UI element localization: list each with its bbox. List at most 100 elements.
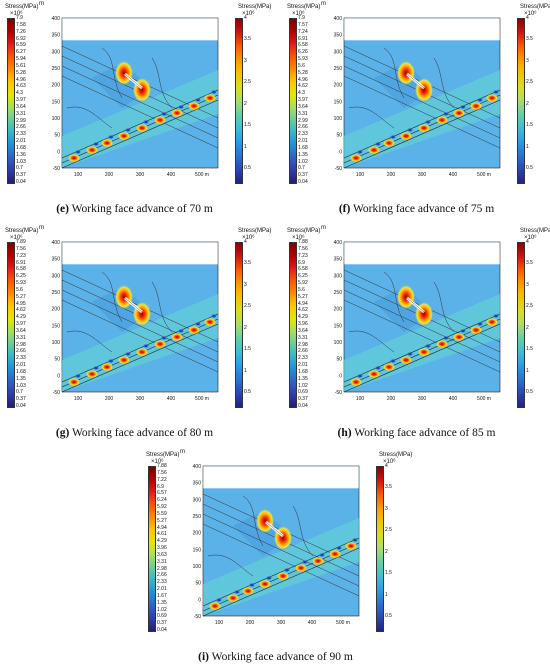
right-colorbar-ticks: 4 3.5 3 2.5 2 1.5 1 0.5 <box>385 464 403 630</box>
y-tick-label: 50 <box>54 133 60 139</box>
stress-concentration <box>436 116 448 124</box>
left-colorbar-tick: 2.01 <box>16 138 26 144</box>
left-colorbar <box>289 18 297 184</box>
left-colorbar-tick: 0.04 <box>157 627 167 633</box>
right-colorbar-ticks: 4 3.5 3 2.5 2 1.5 1 0.5 <box>526 240 544 406</box>
left-colorbar-tick: 6.25 <box>298 273 308 280</box>
stress-concentration <box>400 356 412 364</box>
right-legend-title: Stress(MPa) <box>379 452 413 458</box>
left-colorbar-tick: 7.23 <box>16 252 26 259</box>
right-colorbar-tick: 1.5 <box>385 570 392 577</box>
stress-relief <box>443 112 449 116</box>
left-colorbar-tick: 6.58 <box>298 266 308 273</box>
stress-relief <box>234 590 240 594</box>
left-colorbar-tick: 5.28 <box>16 69 26 76</box>
stress-concentration <box>136 124 148 132</box>
stress-panel-4: Stress(MPa) ×10⁶ 7.88 7.56 7.23 6.9 6.58 6.25… <box>284 224 550 444</box>
stratum-line <box>61 289 219 363</box>
stress-concentration <box>295 564 307 572</box>
stress-relief <box>211 314 217 318</box>
left-legend-title: Stress(MPa) <box>287 4 321 10</box>
right-colorbar-tick: 3 <box>244 281 247 288</box>
y-tick-label: -50 <box>194 614 201 620</box>
right-colorbar-tick: 4 <box>526 15 529 21</box>
left-colorbar-tick: 1.03 <box>16 158 26 165</box>
y-tick-label: 0 <box>57 373 60 379</box>
top-band <box>203 466 359 489</box>
stress-relief <box>108 135 114 139</box>
left-colorbar-tick: 3.31 <box>16 334 26 341</box>
y-tick-label: 350 <box>52 257 61 263</box>
left-legend-multiplier: ×10⁶ <box>292 11 305 17</box>
right-legend-multiplier: ×10⁶ <box>242 11 255 17</box>
stress-concentration <box>453 333 465 341</box>
left-colorbar-tick: 4.29 <box>16 314 26 321</box>
left-colorbar-tick: 0.37 <box>298 396 308 403</box>
stress-panel-3: Stress(MPa) ×10⁶ 7.89 7.56 7.23 6.91 6.58 6.2… <box>2 224 271 444</box>
left-colorbar-tick: 0.04 <box>16 403 26 409</box>
coal-seam-line <box>343 99 501 169</box>
y-tick-label: 100 <box>193 564 202 570</box>
left-colorbar-tick: 6.91 <box>298 35 308 42</box>
left-colorbar-tick: 5.27 <box>157 517 167 524</box>
right-colorbar-tick: 2 <box>244 100 247 107</box>
stress-contour-plot: 400 350 300 250 200 150 100 50 0 -50 100 200 300 400 5… <box>42 236 224 414</box>
stress-lobe-left <box>397 61 415 85</box>
stress-concentration <box>368 370 380 378</box>
left-colorbar-tick: 5.93 <box>16 280 26 286</box>
contour-line <box>207 554 254 577</box>
left-colorbar-tick: 1.02 <box>157 606 167 613</box>
left-colorbar-tick: 5.93 <box>298 56 308 62</box>
x-tick-label: 200 <box>246 620 255 626</box>
left-colorbar-ticks: 7.9 7.57 7.24 6.91 6.58 6.26 5.93 5.6 5.28 4.96 4.… <box>298 16 320 185</box>
top-band <box>344 18 500 41</box>
right-colorbar-legend: Stress(MPa) ×10⁶ 4 3.5 3 2.5 2 1.5 1 0.5 <box>512 4 550 196</box>
stratum-line <box>202 523 360 597</box>
y-tick-label: 300 <box>193 497 202 503</box>
stress-relief <box>407 352 413 356</box>
y-tick-label: 50 <box>195 581 201 587</box>
stress-relief <box>143 344 149 348</box>
left-colorbar-tick: 2.66 <box>16 348 26 355</box>
left-colorbar-tick: 4.62 <box>16 307 26 314</box>
x-tick-label: 100 <box>74 396 83 402</box>
stress-concentration <box>312 557 324 565</box>
y-tick-label: 250 <box>193 514 202 520</box>
stress-concentration <box>383 139 395 147</box>
right-colorbar-tick: 3 <box>385 505 388 512</box>
left-colorbar-tick: 2.33 <box>298 131 308 138</box>
left-colorbar-tick: 5.92 <box>157 504 167 510</box>
right-colorbar-tick: 2.5 <box>526 303 533 310</box>
y-tick-label: 400 <box>52 16 61 22</box>
left-colorbar-tick: 4.94 <box>298 300 308 307</box>
right-legend-multiplier: ×10⁶ <box>383 459 396 465</box>
stress-relief <box>443 336 449 340</box>
y-tick-label: 100 <box>52 340 61 346</box>
seam-zone <box>62 294 218 392</box>
stress-relief <box>425 344 431 348</box>
stress-concentration <box>204 94 216 102</box>
y-tick-label: -50 <box>53 166 60 172</box>
left-colorbar-tick: 3.31 <box>16 110 26 117</box>
left-colorbar-tick: 4.94 <box>157 524 167 531</box>
stress-lobe-left <box>115 285 133 309</box>
left-colorbar-ticks: 7.88 7.56 7.23 6.9 6.58 6.25 5.92 5.6 5.27 4.94 4.… <box>298 240 320 409</box>
left-colorbar-tick: 1.35 <box>157 599 167 606</box>
stress-concentration <box>171 333 183 341</box>
right-colorbar-tick: 1 <box>526 143 529 150</box>
contour-line <box>151 281 173 333</box>
coal-seam-line <box>61 313 219 383</box>
top-band <box>344 242 500 265</box>
left-colorbar-tick: 4.96 <box>298 76 308 83</box>
left-colorbar-tick: 2.33 <box>16 355 26 362</box>
right-colorbar-tick: 3.5 <box>244 36 251 43</box>
y-tick-label: 250 <box>334 290 343 296</box>
stress-concentration <box>470 102 482 110</box>
panel-caption: (h) Working face advance of 85 m <box>284 427 549 439</box>
stress-relief <box>178 105 184 109</box>
stress-concentration <box>154 340 166 348</box>
left-colorbar-tick: 2.99 <box>16 117 26 124</box>
left-colorbar-tick: 2.66 <box>157 572 167 579</box>
x-tick-label: 200 <box>105 172 114 178</box>
stress-concentration <box>188 326 200 334</box>
